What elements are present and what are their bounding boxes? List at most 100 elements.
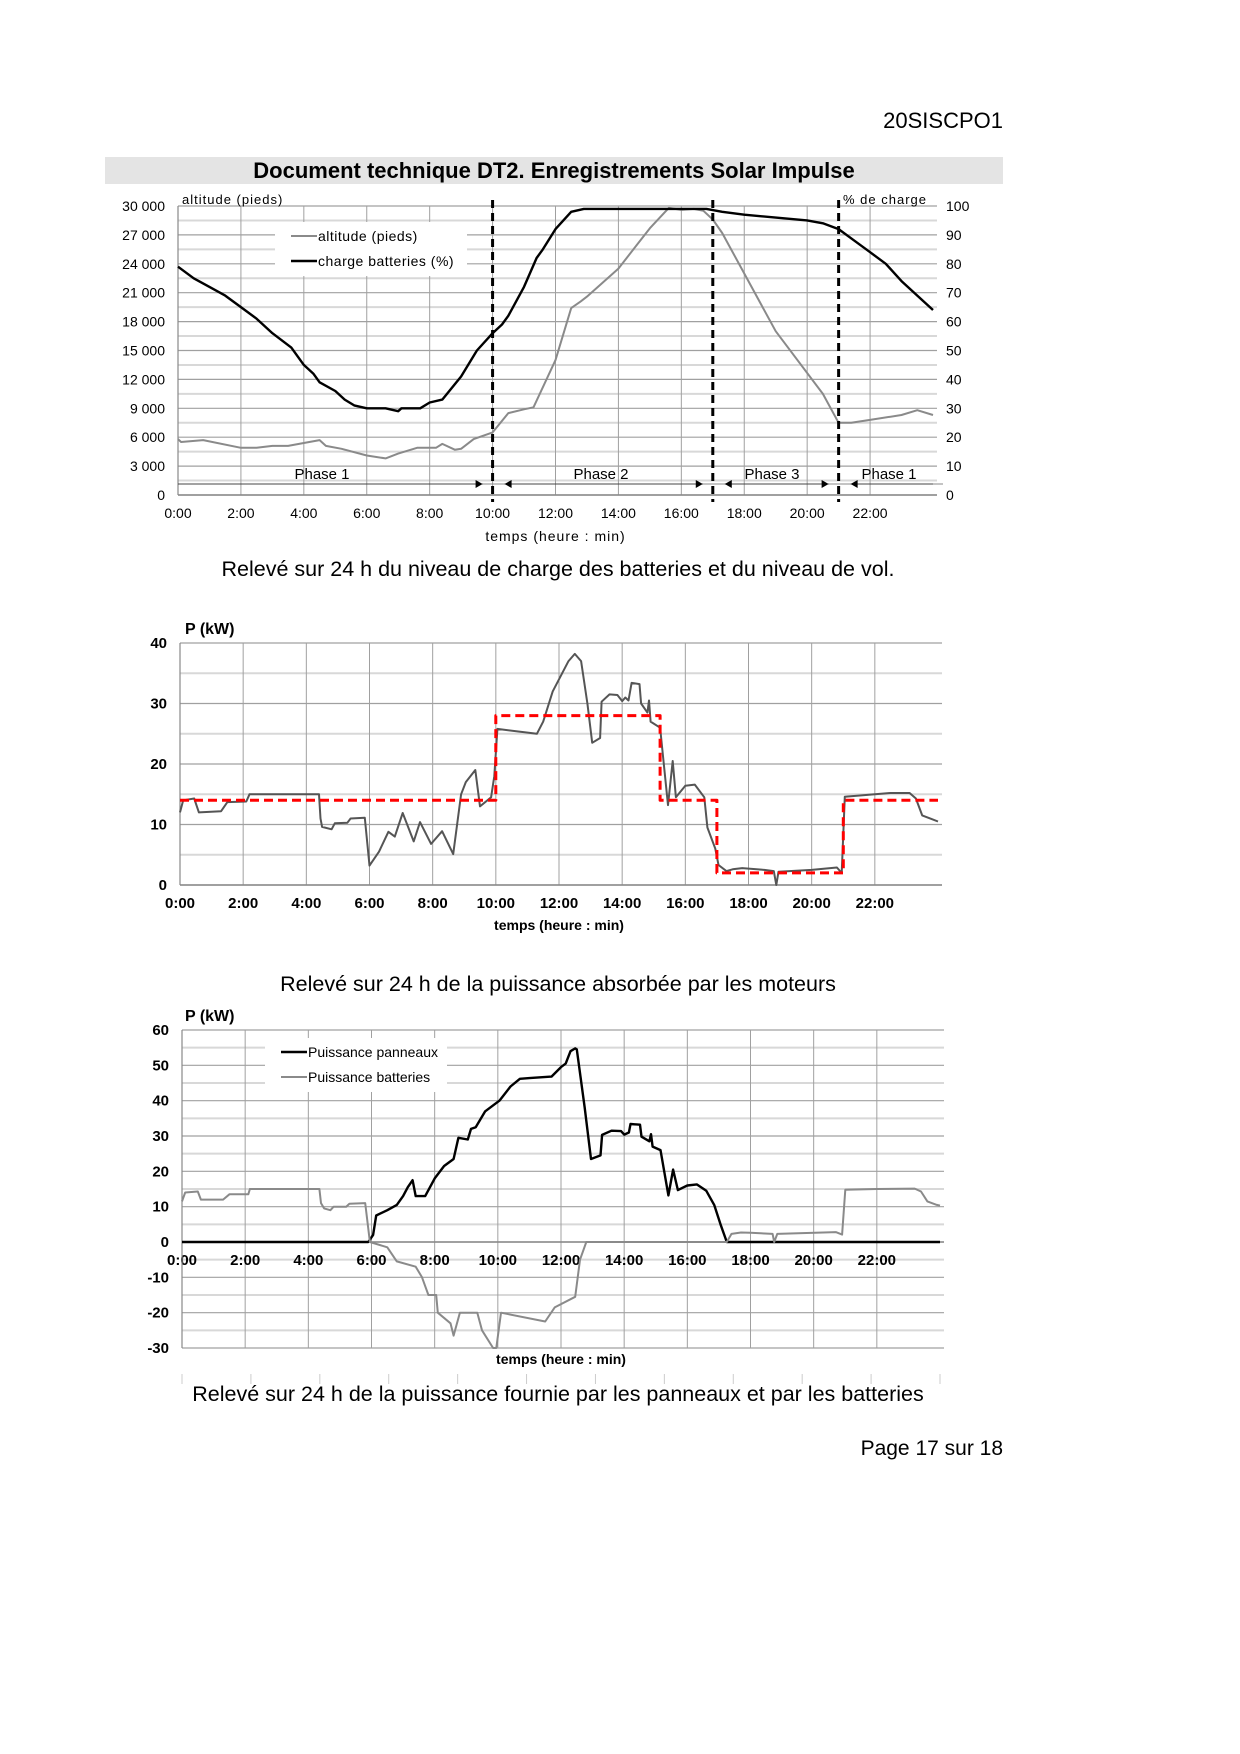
x-tick-label: 4:00 [290,505,317,521]
arrow-left-icon [504,480,512,488]
x-axis-label: temps (heure : min) [485,528,625,544]
series-line-2 [181,1187,941,1349]
y-tick-label: 0 [157,487,165,503]
x-tick-label: 14:00 [601,505,636,521]
y2-tick-label: 40 [946,371,962,387]
document-title: Document technique DT2. Enregistrements … [105,157,1003,184]
y-tick-label: 30 [152,1128,169,1145]
x-tick-label: 10:00 [479,1252,517,1269]
y2-tick-label: 20 [946,429,962,445]
series-line-2 [180,714,938,875]
y2-tick-label: 70 [946,285,962,301]
y-tick-label: 10 [152,1199,169,1216]
y2-tick-label: 100 [946,198,970,214]
y-axis-label: P (kW) [185,1008,234,1025]
x-tick-label: 6:00 [356,1252,386,1269]
series-line-1 [182,1047,940,1244]
x-tick-label: 20:00 [792,895,830,912]
x-tick-label: 16:00 [664,505,699,521]
page-number: Page 17 sur 18 [860,1437,1003,1460]
caption-motor-power: Relevé sur 24 h de la puissance absorbée… [280,972,836,996]
y2-tick-label: 10 [946,458,962,474]
caption-panels-batteries-power: Relevé sur 24 h de la puissance fournie … [192,1382,924,1406]
legend-label: charge batteries (%) [318,253,454,269]
x-tick-label: 10:00 [477,895,515,912]
y-tick-label: 30 000 [122,198,165,214]
x-tick-label: 2:00 [227,505,254,521]
x-tick-label: 0:00 [165,895,195,912]
x-tick-label: 18:00 [731,1252,769,1269]
arrow-right-icon [475,480,483,488]
x-tick-label: 12:00 [540,895,578,912]
legend-label: Puissance batteries [308,1069,430,1085]
y-tick-label: 10 [150,817,167,834]
y-tick-label: 40 [150,635,167,652]
legend-label: Puissance panneaux [308,1044,438,1060]
x-axis-label: temps (heure : min) [494,917,624,933]
phase-label: Phase 2 [573,466,628,483]
x-tick-label: 12:00 [538,505,573,521]
series-line-1 [177,206,934,460]
y-tick-label: 50 [152,1057,169,1074]
x-tick-label: 22:00 [858,1252,896,1269]
x-axis-label: temps (heure : min) [496,1351,626,1367]
y2-tick-label: 90 [946,227,962,243]
y-tick-label: 3 000 [130,458,165,474]
x-tick-label: 10:00 [475,505,510,521]
x-tick-label: 6:00 [353,505,380,521]
y-tick-label: 40 [152,1093,169,1110]
x-tick-label: 14:00 [603,895,641,912]
x-tick-label: 16:00 [668,1252,706,1269]
y-tick-label: 0 [159,877,167,894]
x-tick-label: 4:00 [293,1252,323,1269]
x-tick-label: 14:00 [605,1252,643,1269]
y-tick-label: 12 000 [122,371,165,387]
arrow-right-icon [821,480,829,488]
y2-tick-label: 80 [946,256,962,272]
y-tick-label: 27 000 [122,227,165,243]
y-tick-label: 30 [150,696,167,713]
phase-label: Phase 3 [744,466,799,483]
x-tick-label: 12:00 [542,1252,580,1269]
legend-box [265,1038,447,1092]
y-tick-label: 18 000 [122,314,165,330]
y2-tick-label: 50 [946,343,962,359]
series-line-2 [177,207,934,413]
x-tick-label: 22:00 [856,895,894,912]
y-axis-label: P (kW) [185,621,234,638]
x-tick-label: 6:00 [354,895,384,912]
x-tick-label: 16:00 [666,895,704,912]
x-tick-label: 2:00 [228,895,258,912]
y-tick-label: -10 [147,1269,169,1286]
arrow-left-icon [724,480,732,488]
x-tick-label: 0:00 [164,505,191,521]
x-tick-label: 8:00 [416,505,443,521]
arrow-left-icon [850,480,858,488]
y-tick-label: 60 [152,1022,169,1039]
legend-box [275,222,467,276]
caption-altitude-charge: Relevé sur 24 h du niveau de charge des … [221,557,895,581]
x-tick-label: 2:00 [230,1252,260,1269]
y-tick-label: 15 000 [122,343,165,359]
y-tick-label: 21 000 [122,285,165,301]
y-tick-label: 24 000 [122,256,165,272]
x-tick-label: 20:00 [790,505,825,521]
y-tick-label: 20 [150,756,167,773]
x-tick-label: 4:00 [291,895,321,912]
x-tick-label: 22:00 [853,505,888,521]
y2-tick-label: 30 [946,400,962,416]
x-tick-label: 8:00 [418,895,448,912]
y-tick-label: 6 000 [130,429,165,445]
y-tick-label: 0 [161,1234,169,1251]
y2-tick-label: 60 [946,314,962,330]
series-line-1 [179,652,939,886]
phase-label: Phase 1 [861,466,916,483]
y-tick-label: 9 000 [130,400,165,416]
x-tick-label: 18:00 [729,895,767,912]
legend-label: altitude (pieds) [318,228,418,244]
y2-axis-label: % de charge [843,192,927,207]
x-tick-label: 8:00 [420,1252,450,1269]
arrow-right-icon [695,480,703,488]
